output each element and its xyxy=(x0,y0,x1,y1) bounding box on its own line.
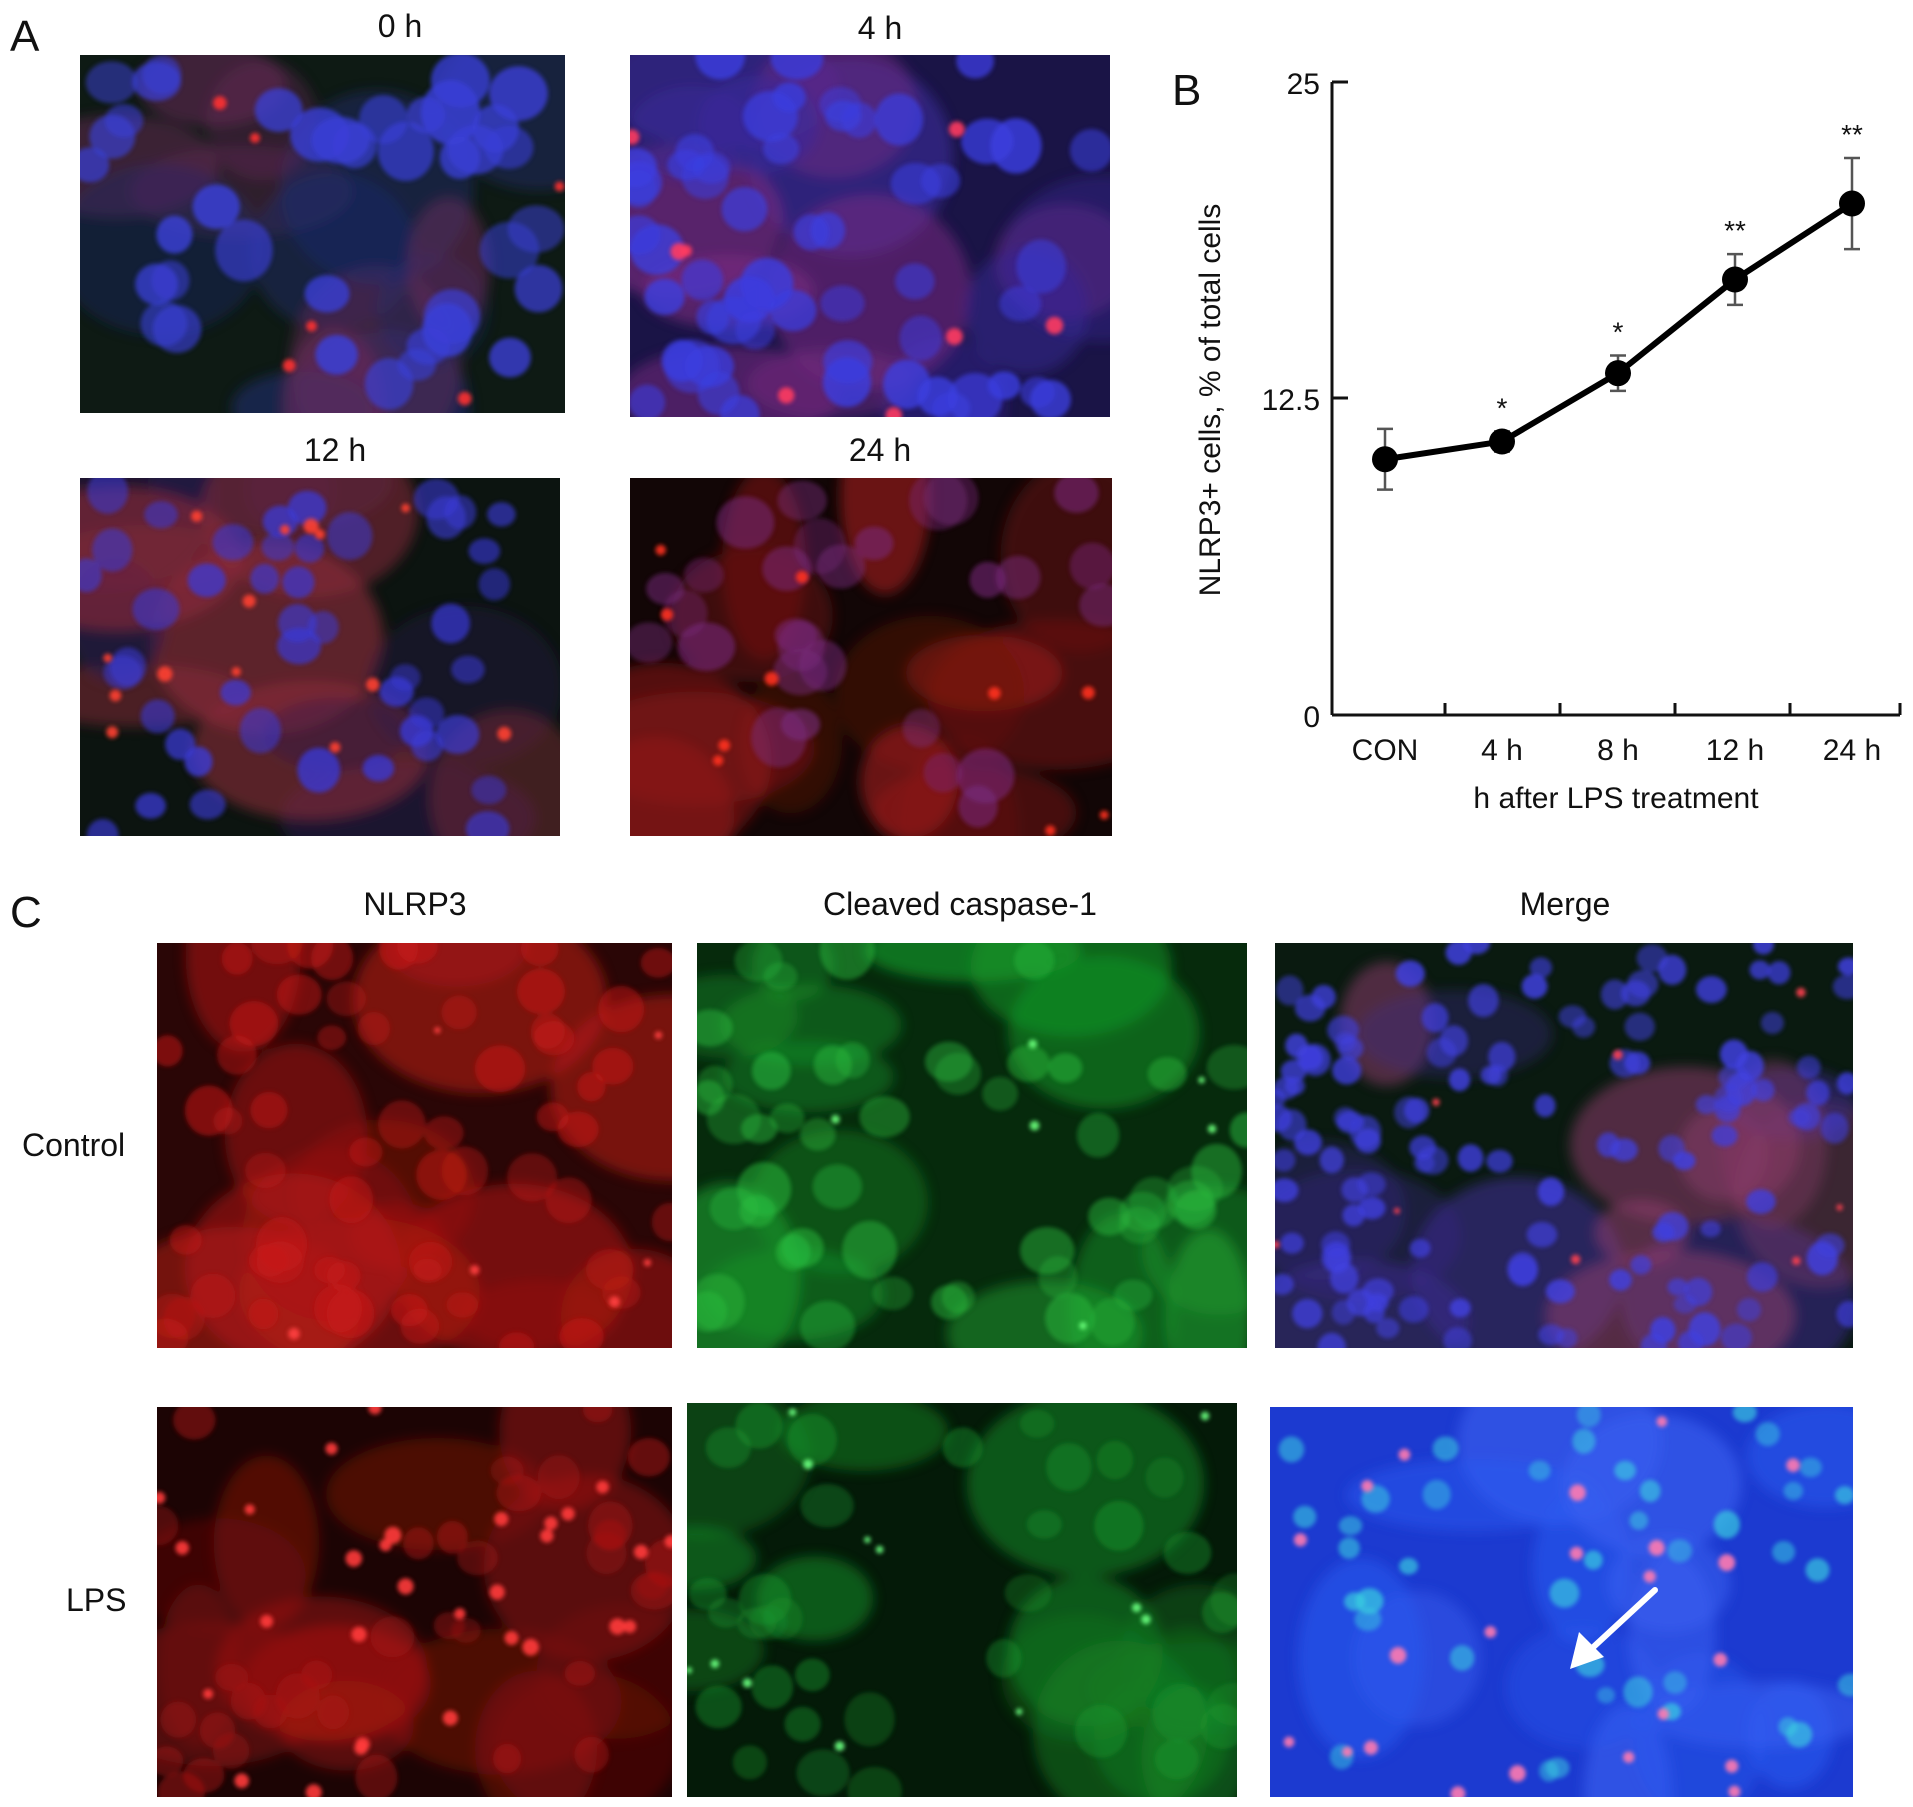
panel-a-caption-12h: 12 h xyxy=(303,432,367,468)
panel-a-caption-4h: 4 h xyxy=(857,10,903,46)
y-axis-label: NLRP3+ cells, % of total cells xyxy=(1194,204,1227,597)
panel-a-caption-0h: 0 h xyxy=(377,8,423,44)
data-point xyxy=(1839,190,1865,217)
significance-marker: * xyxy=(1613,316,1624,347)
micrograph-12h xyxy=(80,478,560,836)
line-chart: 25 12.5 0 NLRP3+ cells, % of total cells… xyxy=(1194,68,1902,815)
micrograph-control-merge xyxy=(1275,943,1853,1348)
micrograph-24h xyxy=(630,478,1112,836)
x-axis: CON 4 h 8 h 12 h 24 h h after LPS treatment xyxy=(1332,703,1902,815)
y-tick-label-25: 25 xyxy=(1287,68,1320,101)
micrograph-lps-caspase1 xyxy=(687,1403,1237,1797)
y-tick-label-12-5: 12.5 xyxy=(1262,384,1320,417)
micrograph-control-nlrp3 xyxy=(157,943,672,1348)
significance-marker: ** xyxy=(1841,119,1863,150)
panel-a-caption-24h: 24 h xyxy=(848,432,912,468)
micrograph-0h xyxy=(80,55,565,413)
micrograph-control-caspase1 xyxy=(697,943,1247,1348)
row-label-lps: LPS xyxy=(66,1582,127,1618)
column-header-cleaved-caspase-1: Cleaved caspase-1 xyxy=(823,886,1097,922)
x-tick-label: CON xyxy=(1352,734,1419,767)
row-label-control: Control xyxy=(22,1127,126,1163)
y-axis: 25 12.5 0 NLRP3+ cells, % of total cells xyxy=(1194,68,1348,734)
data-point xyxy=(1605,360,1631,387)
arrow-icon xyxy=(1570,1587,1658,1669)
column-header-merge: Merge xyxy=(1519,886,1611,922)
micrograph-lps-merge xyxy=(1270,1407,1853,1797)
micrograph-lps-nlrp3 xyxy=(157,1407,672,1797)
x-tick-label: 4 h xyxy=(1481,734,1523,767)
significance-marker: * xyxy=(1497,392,1508,423)
data-point xyxy=(1372,446,1398,473)
micrograph-4h xyxy=(630,55,1110,417)
significance-marker: ** xyxy=(1724,215,1746,246)
column-header-nlrp3: NLRP3 xyxy=(363,886,467,922)
panel-c-letter: C xyxy=(10,888,42,937)
panel-a-letter: A xyxy=(10,12,40,61)
data-point xyxy=(1722,266,1748,293)
x-axis-label: h after LPS treatment xyxy=(1473,782,1759,815)
y-tick-label-0: 0 xyxy=(1303,701,1320,734)
x-tick-label: 8 h xyxy=(1597,734,1639,767)
panel-b-letter: B xyxy=(1172,66,1202,115)
data-point xyxy=(1489,428,1515,455)
x-tick-label: 12 h xyxy=(1706,734,1764,767)
x-tick-label: 24 h xyxy=(1823,734,1881,767)
